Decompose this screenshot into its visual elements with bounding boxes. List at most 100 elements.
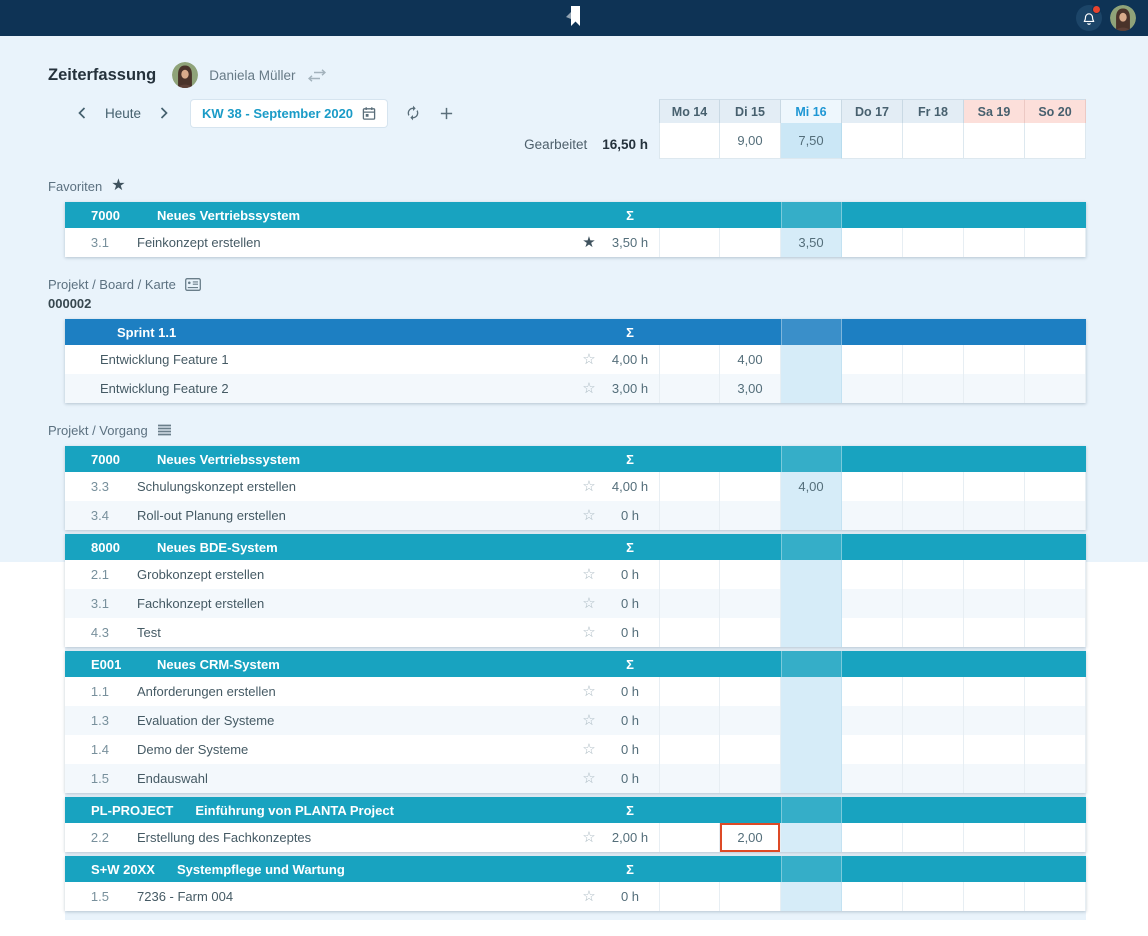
task-row-main[interactable]: 3.4 Roll-out Planung erstellen ☆ 0 h: [65, 501, 659, 530]
time-entry-cell[interactable]: [720, 735, 781, 764]
time-entry-cell[interactable]: [903, 374, 964, 403]
time-entry-cell[interactable]: [659, 345, 720, 374]
time-entry-cell[interactable]: [964, 589, 1025, 618]
time-entry-cell[interactable]: [903, 882, 964, 911]
time-entry-cell[interactable]: [659, 472, 720, 501]
time-entry-cell[interactable]: [781, 618, 842, 647]
next-week-button[interactable]: [153, 102, 175, 124]
time-entry-cell[interactable]: [842, 374, 903, 403]
time-entry-cell[interactable]: [720, 589, 781, 618]
time-entry-cell[interactable]: [1025, 618, 1086, 647]
time-entry-cell[interactable]: [659, 589, 720, 618]
time-entry-cell[interactable]: [659, 677, 720, 706]
time-entry-cell[interactable]: [1025, 735, 1086, 764]
time-entry-cell[interactable]: [903, 560, 964, 589]
time-entry-cell[interactable]: [720, 882, 781, 911]
time-entry-cell[interactable]: [964, 735, 1025, 764]
time-entry-cell[interactable]: [964, 677, 1025, 706]
week-picker-button[interactable]: KW 38 - September 2020: [191, 99, 388, 127]
task-row-main[interactable]: Entwicklung Feature 1 ☆ 4,00 h: [65, 345, 659, 374]
time-entry-cell[interactable]: [659, 764, 720, 793]
time-entry-cell[interactable]: [964, 501, 1025, 530]
time-entry-cell[interactable]: [781, 560, 842, 589]
task-row-main[interactable]: 1.4 Demo der Systeme ☆ 0 h: [65, 735, 659, 764]
time-entry-cell[interactable]: [781, 345, 842, 374]
time-entry-cell[interactable]: [964, 706, 1025, 735]
favorite-star-outline-icon[interactable]: ☆: [582, 566, 596, 583]
time-entry-cell[interactable]: [720, 706, 781, 735]
time-entry-cell[interactable]: [903, 618, 964, 647]
time-entry-cell[interactable]: [720, 560, 781, 589]
task-row-main[interactable]: 2.1 Grobkonzept erstellen ☆ 0 h: [65, 560, 659, 589]
time-entry-cell[interactable]: [720, 472, 781, 501]
time-entry-cell[interactable]: [964, 374, 1025, 403]
time-entry-cell[interactable]: [903, 501, 964, 530]
task-row-main[interactable]: 3.3 Schulungskonzept erstellen ☆ 4,00 h: [65, 472, 659, 501]
task-row-main[interactable]: 3.1 Feinkonzept erstellen ★ 3,50 h: [65, 228, 659, 257]
time-entry-cell[interactable]: [659, 823, 720, 852]
time-entry-cell[interactable]: [659, 560, 720, 589]
time-entry-cell[interactable]: 3,50: [781, 228, 842, 257]
time-entry-cell[interactable]: [964, 882, 1025, 911]
time-entry-cell[interactable]: [964, 228, 1025, 257]
time-entry-cell[interactable]: [1025, 501, 1086, 530]
previous-week-button[interactable]: [71, 102, 93, 124]
time-entry-cell[interactable]: [903, 706, 964, 735]
time-entry-cell[interactable]: [1025, 882, 1086, 911]
time-entry-cell[interactable]: [842, 560, 903, 589]
time-entry-cell[interactable]: [903, 677, 964, 706]
add-booking-icon[interactable]: [439, 106, 454, 121]
time-entry-cell[interactable]: [720, 764, 781, 793]
task-row-main[interactable]: 2.2 Erstellung des Fachkonzeptes ☆ 2,00 …: [65, 823, 659, 852]
time-entry-cell[interactable]: [1025, 706, 1086, 735]
task-row-main[interactable]: 1.5 7236 - Farm 004 ☆ 0 h: [65, 882, 659, 911]
task-row-main[interactable]: 3.1 Fachkonzept erstellen ☆ 0 h: [65, 589, 659, 618]
time-entry-cell[interactable]: [659, 618, 720, 647]
time-entry-cell[interactable]: [1025, 823, 1086, 852]
time-entry-cell[interactable]: [842, 345, 903, 374]
time-entry-cell[interactable]: [903, 228, 964, 257]
time-entry-cell[interactable]: [781, 501, 842, 530]
task-row-main[interactable]: 1.1 Anforderungen erstellen ☆ 0 h: [65, 677, 659, 706]
time-entry-cell[interactable]: [964, 345, 1025, 374]
time-entry-cell-selected[interactable]: 2,00: [720, 823, 781, 852]
time-entry-cell[interactable]: [842, 823, 903, 852]
time-entry-cell[interactable]: [781, 374, 842, 403]
time-entry-cell[interactable]: [903, 345, 964, 374]
time-entry-cell[interactable]: [1025, 374, 1086, 403]
time-entry-cell[interactable]: [842, 618, 903, 647]
time-entry-cell[interactable]: [903, 472, 964, 501]
favorite-star-outline-icon[interactable]: ☆: [582, 351, 596, 368]
time-entry-cell[interactable]: [781, 735, 842, 764]
time-entry-cell[interactable]: [842, 589, 903, 618]
selected-user-avatar[interactable]: [172, 62, 199, 88]
favorite-star-outline-icon[interactable]: ☆: [582, 741, 596, 758]
time-entry-cell[interactable]: [781, 764, 842, 793]
notifications-bell-icon[interactable]: [1076, 5, 1102, 31]
time-entry-cell[interactable]: [720, 501, 781, 530]
time-entry-cell[interactable]: [659, 706, 720, 735]
time-entry-cell[interactable]: [720, 677, 781, 706]
time-entry-cell[interactable]: [842, 501, 903, 530]
today-button[interactable]: Heute: [105, 105, 142, 121]
time-entry-cell[interactable]: [1025, 560, 1086, 589]
time-entry-cell[interactable]: [720, 228, 781, 257]
favorite-star-outline-icon[interactable]: ☆: [582, 380, 596, 397]
time-entry-cell[interactable]: [720, 618, 781, 647]
refresh-icon[interactable]: [405, 105, 421, 121]
time-entry-cell[interactable]: [1025, 677, 1086, 706]
user-avatar[interactable]: [1110, 5, 1136, 31]
time-entry-cell[interactable]: [659, 228, 720, 257]
time-entry-cell[interactable]: [781, 882, 842, 911]
time-entry-cell[interactable]: [659, 501, 720, 530]
time-entry-cell[interactable]: [964, 823, 1025, 852]
time-entry-cell[interactable]: [842, 882, 903, 911]
time-entry-cell[interactable]: [903, 589, 964, 618]
favorite-star-outline-icon[interactable]: ☆: [582, 683, 596, 700]
time-entry-cell[interactable]: [903, 823, 964, 852]
task-row-main[interactable]: 1.5 Endauswahl ☆ 0 h: [65, 764, 659, 793]
favorite-star-outline-icon[interactable]: ☆: [582, 712, 596, 729]
time-entry-cell[interactable]: [842, 764, 903, 793]
time-entry-cell[interactable]: [842, 706, 903, 735]
time-entry-cell[interactable]: [1025, 764, 1086, 793]
